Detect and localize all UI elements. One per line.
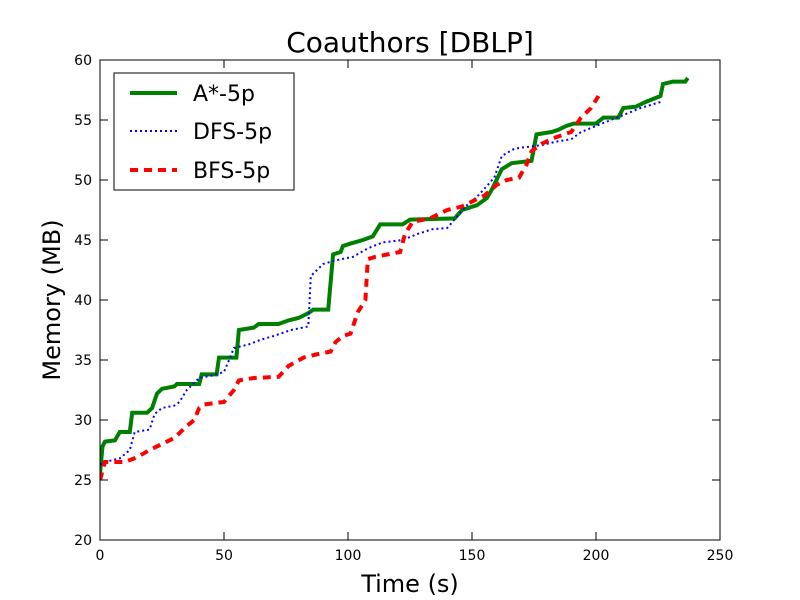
x-tick-label: 200 [583,548,610,564]
y-tick-label: 35 [74,353,92,369]
legend: A*-5p DFS-5p BFS-5p [113,72,295,191]
legend-label-dfs-5p: DFS-5p [193,120,272,145]
y-tick-label: 55 [74,113,92,129]
y-axis: 20 25 30 35 40 45 50 55 60 [74,53,720,549]
y-tick-label: 60 [74,53,92,69]
y-tick-label: 25 [74,473,92,489]
series-layer [100,76,690,481]
y-tick-label: 30 [74,413,92,429]
x-tick-label: 250 [707,548,734,564]
legend-label-a-star-5p: A*-5p [193,82,255,107]
chart-title: Coauthors [DBLP] [286,26,534,59]
x-tick-label: 100 [335,548,362,564]
x-tick-label: 150 [459,548,486,564]
y-axis-label: Memory (MB) [38,219,66,380]
series-line-bfs-5p [100,94,601,481]
y-tick-label: 50 [74,173,92,189]
x-tick-label: 0 [96,548,105,564]
legend-label-bfs-5p: BFS-5p [193,159,270,184]
x-axis-label: Time (s) [360,570,459,598]
y-tick-label: 40 [74,293,92,309]
y-tick-label: 20 [74,533,92,549]
x-axis: 0 50 100 150 200 250 [96,60,734,564]
series-line-a-5p [100,76,690,475]
x-tick-label: 50 [215,548,233,564]
y-tick-label: 45 [74,233,92,249]
